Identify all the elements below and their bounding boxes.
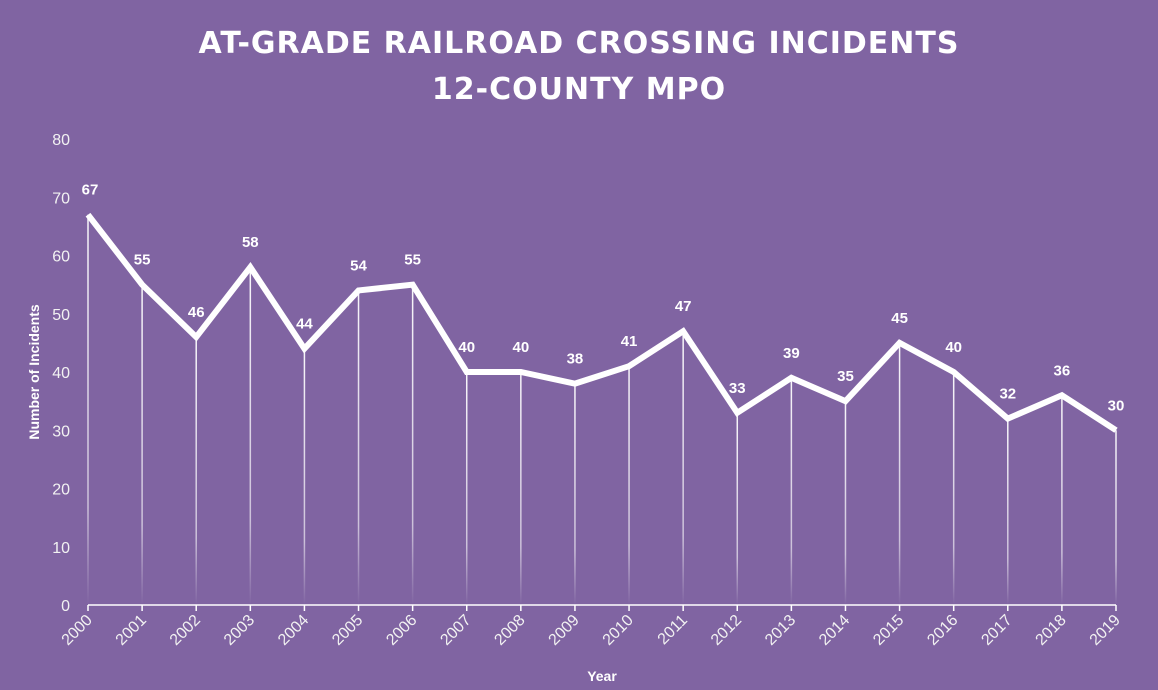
- drop-line: [952, 372, 955, 605]
- x-tick-label: 2002: [167, 612, 204, 649]
- drop-line: [736, 412, 739, 605]
- x-tick-label: 2003: [221, 612, 258, 649]
- data-label: 30: [1108, 397, 1125, 414]
- drop-line: [520, 372, 522, 605]
- data-label: 44: [296, 316, 313, 333]
- data-label: 40: [945, 339, 962, 356]
- y-tick-label: 40: [52, 365, 70, 382]
- drop-line: [574, 383, 576, 605]
- drop-line: [898, 342, 901, 605]
- x-tick-label: 2008: [491, 612, 528, 649]
- drop-line: [195, 337, 197, 605]
- x-tick-label: 2019: [1087, 612, 1124, 649]
- x-tick-label: 2013: [762, 612, 799, 649]
- drop-line: [844, 401, 847, 605]
- x-tick-label: 2018: [1033, 612, 1070, 649]
- data-label: 39: [783, 345, 800, 362]
- x-tick-label: 2004: [275, 612, 312, 649]
- x-tick-label: 2001: [113, 612, 150, 649]
- data-label: 55: [134, 252, 151, 269]
- data-label: 32: [999, 386, 1016, 403]
- drop-line: [303, 348, 306, 605]
- y-tick-label: 20: [52, 482, 70, 499]
- data-label: 41: [621, 333, 638, 350]
- x-tick-label: 2017: [978, 612, 1015, 649]
- drop-line: [141, 284, 143, 605]
- y-tick-label: 70: [52, 190, 70, 207]
- x-axis-label: Year: [587, 668, 617, 684]
- chart-title-line-1: AT-GRADE RAILROAD CROSSING INCIDENTS: [199, 26, 960, 61]
- drop-line: [87, 214, 89, 605]
- x-tick-label: 2006: [383, 612, 420, 649]
- data-label: 55: [404, 252, 421, 269]
- drop-line: [682, 331, 684, 605]
- x-tick-label: 2012: [708, 612, 745, 649]
- drop-line: [411, 284, 414, 605]
- y-tick-label: 60: [52, 249, 70, 266]
- x-tick-label: 2009: [546, 612, 583, 649]
- y-tick-label: 80: [52, 132, 70, 149]
- data-label: 38: [567, 351, 584, 368]
- drop-line: [790, 377, 793, 605]
- chart-title-line-2: 12-COUNTY MPO: [432, 72, 726, 107]
- x-tick-label: 2014: [816, 612, 853, 649]
- drop-line: [465, 372, 468, 605]
- y-tick-label: 0: [61, 598, 70, 615]
- x-tick-label: 2007: [437, 612, 474, 649]
- data-label: 40: [512, 339, 529, 356]
- y-tick-label: 10: [52, 540, 70, 557]
- data-label: 35: [837, 368, 854, 385]
- data-label: 47: [675, 298, 692, 315]
- drop-line: [1007, 418, 1009, 605]
- x-tick-label: 2005: [329, 612, 366, 649]
- y-tick-label: 50: [52, 307, 70, 324]
- x-tick-label: 2010: [600, 612, 637, 649]
- drop-line: [249, 267, 252, 605]
- x-tick-label: 2015: [870, 612, 907, 649]
- drop-line: [1061, 395, 1063, 605]
- y-axis-label: Number of Incidents: [26, 304, 42, 440]
- data-label: 36: [1054, 362, 1071, 379]
- data-label: 45: [891, 310, 908, 327]
- series-line: [85, 212, 1118, 433]
- y-tick-label: 30: [52, 423, 70, 440]
- data-label: 67: [82, 182, 99, 199]
- x-tick-label: 2016: [924, 612, 961, 649]
- drop-line: [628, 366, 630, 605]
- drop-line: [357, 290, 360, 605]
- data-label: 46: [188, 304, 205, 321]
- x-tick-label: 2000: [59, 612, 96, 649]
- data-label: 33: [729, 380, 746, 397]
- data-label: 54: [350, 257, 367, 274]
- data-label: 40: [458, 339, 475, 356]
- drop-line: [1115, 430, 1117, 605]
- data-label: 58: [242, 234, 259, 251]
- x-tick-label: 2011: [655, 612, 691, 648]
